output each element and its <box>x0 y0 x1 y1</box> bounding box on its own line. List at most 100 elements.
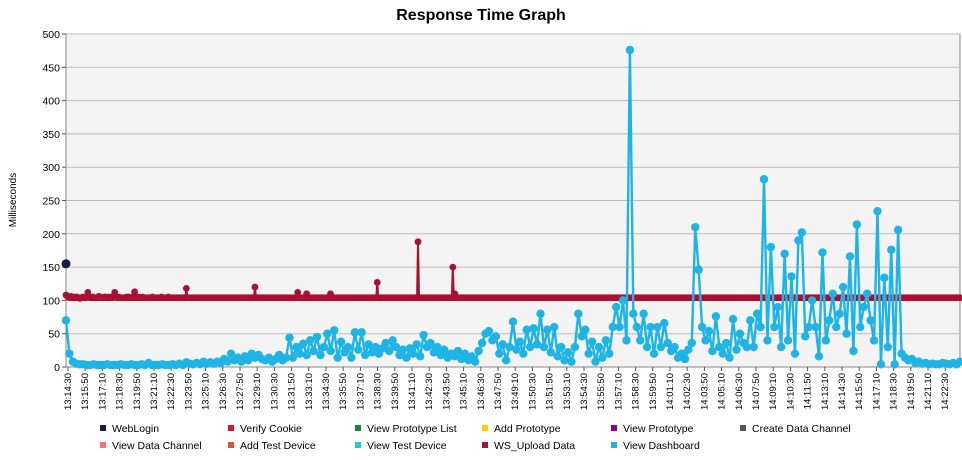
data-point <box>581 325 590 334</box>
data-point <box>663 338 672 348</box>
x-tick-label: 14:21:10 <box>923 373 934 410</box>
data-point <box>360 350 370 360</box>
x-tick-label: 13:57:10 <box>613 373 624 410</box>
legend-label: Verify Cookie <box>240 423 302 435</box>
data-point <box>625 45 635 55</box>
data-point <box>611 302 621 312</box>
data-point <box>294 289 302 296</box>
x-tick-label: 13:37:10 <box>355 373 366 410</box>
data-point <box>697 322 707 332</box>
data-point <box>474 346 483 356</box>
data-point <box>281 353 291 362</box>
x-tick-label: 14:18:30 <box>889 373 900 410</box>
legend-swatch <box>740 425 746 432</box>
data-point <box>567 357 576 366</box>
data-point <box>412 340 421 349</box>
data-point <box>866 316 875 325</box>
legend-swatch <box>482 425 488 432</box>
data-point <box>680 354 690 364</box>
data-point <box>364 340 373 349</box>
data-point <box>244 356 253 365</box>
data-point <box>842 329 851 338</box>
data-point <box>570 342 580 352</box>
data-point <box>330 326 339 335</box>
x-tick-label: 14:17:10 <box>871 373 882 410</box>
data-point <box>347 353 356 362</box>
y-tick-label: 250 <box>42 196 60 208</box>
data-point <box>955 357 962 366</box>
data-point <box>845 252 855 261</box>
data-point <box>725 353 734 362</box>
data-point <box>752 309 762 318</box>
data-point <box>780 249 789 258</box>
data-point <box>859 302 868 312</box>
data-point <box>766 242 776 252</box>
data-point <box>319 342 329 352</box>
data-point <box>598 353 607 362</box>
data-point <box>460 349 470 358</box>
x-tick-label: 14:01:10 <box>665 373 676 410</box>
x-tick-label: 13:49:10 <box>510 373 521 410</box>
data-point <box>61 259 71 269</box>
x-tick-label: 14:19:50 <box>906 373 917 410</box>
legend-item: View Dashboard <box>611 439 700 453</box>
x-tick-label: 13:19:50 <box>132 373 143 410</box>
data-point <box>316 350 325 360</box>
data-point <box>649 349 659 358</box>
data-point <box>708 346 717 356</box>
x-tick-label: 13:30:30 <box>269 373 280 410</box>
series-view-dashboard <box>61 45 962 370</box>
legend-label: View Prototype List <box>367 423 457 435</box>
y-tick-label: 100 <box>42 295 60 307</box>
data-point <box>402 353 411 362</box>
data-point <box>414 238 422 246</box>
data-point <box>591 357 600 366</box>
data-point <box>735 329 745 338</box>
x-tick-label: 13:26:30 <box>218 373 229 410</box>
data-point <box>484 326 494 336</box>
data-point <box>629 309 638 318</box>
data-point <box>285 333 294 342</box>
data-point <box>807 296 817 305</box>
data-point <box>539 342 549 352</box>
data-point <box>856 322 865 332</box>
data-point <box>309 346 318 356</box>
data-point <box>525 342 535 352</box>
data-point <box>584 349 593 358</box>
y-tick-label: 350 <box>42 129 60 141</box>
data-point <box>660 318 669 328</box>
data-point <box>783 336 793 345</box>
data-point <box>288 353 298 362</box>
y-tick-label: 200 <box>42 229 60 241</box>
legend-label: WebLogin <box>112 423 160 435</box>
x-tick-label: 13:53:10 <box>562 373 573 410</box>
data-point <box>323 329 332 338</box>
legend-label: View Dashboard <box>623 440 700 452</box>
x-tick-label: 13:45:10 <box>459 373 470 410</box>
data-point <box>615 322 624 332</box>
legend-label: WS_Upload Data <box>494 440 576 452</box>
data-point <box>563 348 573 357</box>
legend-item: WebLogin <box>100 422 159 436</box>
data-point <box>787 272 796 281</box>
data-point <box>505 342 514 352</box>
x-tick-label: 13:51:50 <box>545 373 556 410</box>
data-point <box>711 312 721 321</box>
x-tick-label: 13:22:30 <box>166 373 177 410</box>
data-point <box>61 316 71 325</box>
data-point <box>223 357 232 366</box>
data-point <box>512 345 521 354</box>
data-point <box>131 288 139 296</box>
data-point <box>876 360 886 369</box>
data-point <box>495 349 504 358</box>
data-point <box>646 322 655 332</box>
x-tick-label: 14:22:30 <box>940 373 951 410</box>
data-point <box>336 337 346 346</box>
x-tick-label: 13:59:50 <box>648 373 659 410</box>
legend-item: Verify Cookie <box>228 422 302 436</box>
data-point <box>508 317 518 326</box>
y-tick-label: 300 <box>42 162 60 174</box>
data-point <box>732 345 741 354</box>
data-point <box>385 346 394 356</box>
legend-label: View Test Device <box>367 440 447 452</box>
